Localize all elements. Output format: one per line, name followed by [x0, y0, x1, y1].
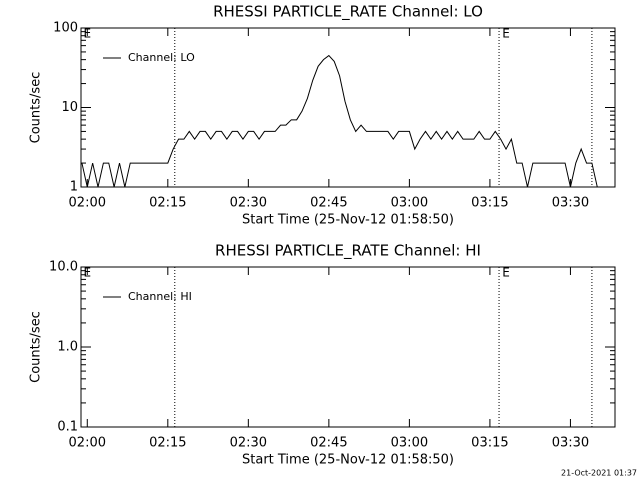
y-axis-label: Counts/sec: [29, 311, 44, 383]
x-tick-label: 02:00: [69, 196, 106, 211]
x-tick-label: 03:15: [471, 196, 508, 211]
y-tick-label: 10.0: [49, 260, 78, 275]
x-tick-label: 02:30: [230, 196, 267, 211]
y-axis-label: Counts/sec: [29, 72, 44, 144]
x-tick-label: 02:30: [230, 436, 267, 451]
x-tick-label: 02:45: [310, 436, 347, 451]
y-tick-label: 1.0: [57, 340, 78, 355]
x-tick-label: 02:15: [149, 196, 186, 211]
legend-label: Channel: LO: [128, 51, 195, 64]
x-tick-label: 02:45: [310, 196, 347, 211]
x-tick-label: 03:00: [391, 196, 428, 211]
annotation: E: [502, 27, 510, 41]
y-tick-label: 0.1: [57, 420, 78, 435]
x-tick-label: 03:15: [471, 436, 508, 451]
legend-label: Channel: HI: [128, 290, 192, 303]
footer: 21-Oct-2021 01:37: [561, 469, 637, 478]
data-line: [81, 54, 598, 188]
x-tick-label: 03:30: [552, 436, 589, 451]
x-tick-label: 02:15: [149, 436, 186, 451]
annotation: E: [84, 27, 92, 41]
y-tick-label: 100: [53, 21, 78, 36]
annotation: E: [502, 266, 510, 280]
x-tick-label: 02:00: [69, 436, 106, 451]
y-tick-label: 10: [61, 100, 78, 115]
x-axis-label: Start Time (25-Nov-12 01:58:50): [242, 213, 454, 228]
y-tick-label: 1: [70, 180, 78, 195]
chart-title: RHESSI PARTICLE_RATE Channel: HI: [215, 242, 481, 261]
x-tick-label: 03:00: [391, 436, 428, 451]
x-axis-label: Start Time (25-Nov-12 01:58:50): [242, 453, 454, 468]
chart-title: RHESSI PARTICLE_RATE Channel: LO: [213, 3, 483, 22]
annotation: E: [84, 266, 92, 280]
x-tick-label: 03:30: [552, 196, 589, 211]
